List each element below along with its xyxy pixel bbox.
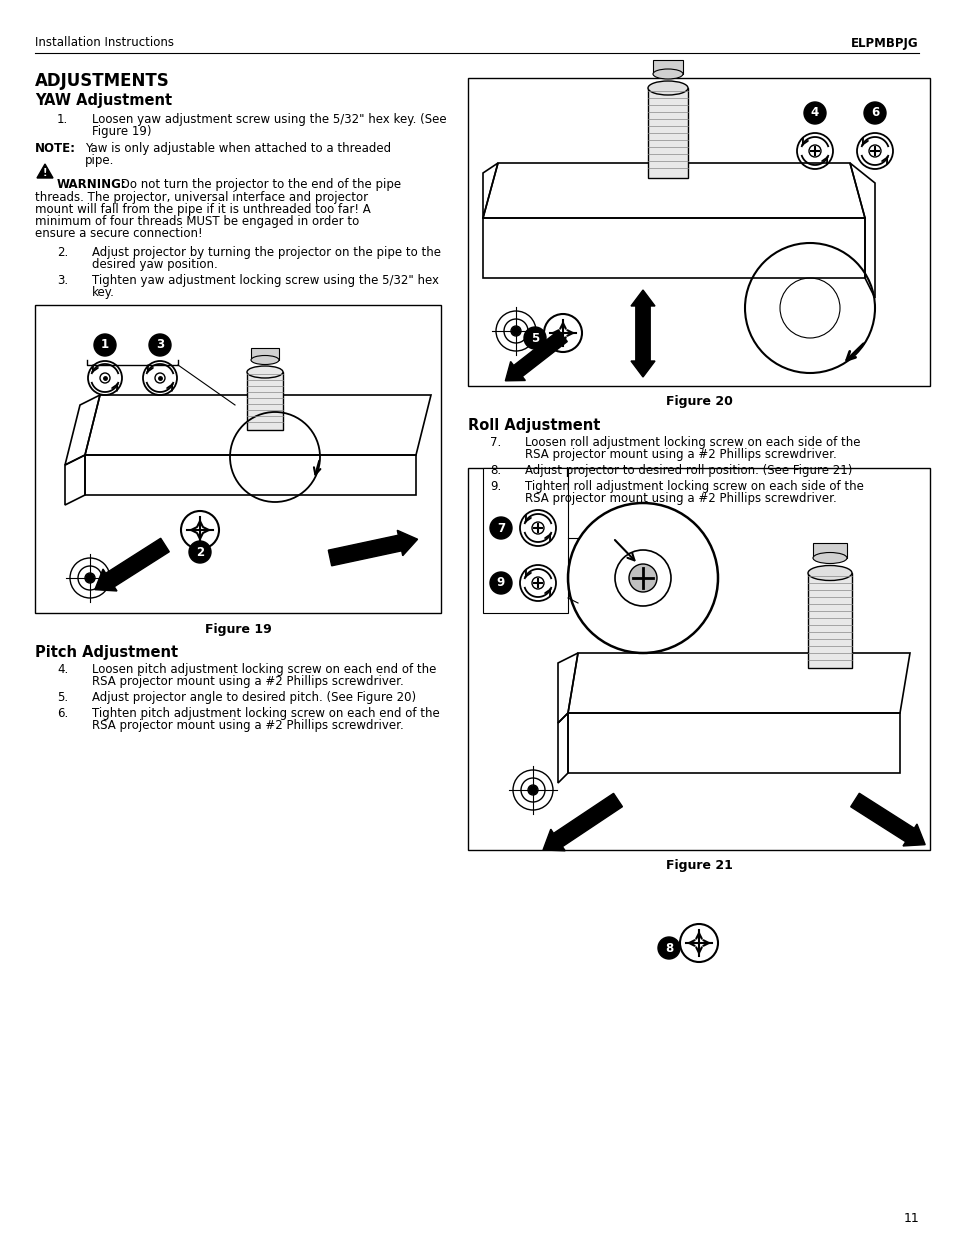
Text: 9.: 9. — [490, 480, 500, 493]
Text: YAW Adjustment: YAW Adjustment — [35, 93, 172, 107]
Text: 7.: 7. — [490, 436, 500, 450]
Bar — [482, 468, 567, 613]
Circle shape — [529, 785, 537, 794]
Text: 5: 5 — [530, 331, 538, 345]
Text: 2: 2 — [195, 546, 204, 558]
Circle shape — [490, 517, 512, 538]
Text: RSA projector mount using a #2 Phillips screwdriver.: RSA projector mount using a #2 Phillips … — [91, 719, 403, 732]
FancyArrow shape — [505, 331, 567, 380]
Text: RSA projector mount using a #2 Phillips screwdriver.: RSA projector mount using a #2 Phillips … — [524, 492, 836, 505]
Text: 4.: 4. — [57, 663, 69, 676]
Text: mount will fall from the pipe if it is unthreaded too far! A: mount will fall from the pipe if it is u… — [35, 203, 371, 216]
Text: Loosen pitch adjustment locking screw on each end of the: Loosen pitch adjustment locking screw on… — [91, 663, 436, 676]
Text: ELPMBPJG: ELPMBPJG — [850, 37, 918, 49]
Text: 3: 3 — [155, 338, 164, 352]
Text: Figure 20: Figure 20 — [665, 395, 732, 409]
Text: Figure 19): Figure 19) — [91, 125, 152, 138]
Text: !: ! — [43, 168, 48, 178]
Bar — [647, 88, 687, 178]
Circle shape — [86, 574, 94, 582]
Polygon shape — [37, 164, 53, 178]
Text: 6: 6 — [870, 106, 879, 120]
Text: 1: 1 — [101, 338, 109, 352]
Circle shape — [628, 564, 657, 592]
FancyArrow shape — [630, 306, 655, 377]
FancyArrow shape — [94, 538, 169, 592]
Text: Figure 21: Figure 21 — [665, 860, 732, 872]
Text: Figure 19: Figure 19 — [204, 622, 271, 636]
Text: NOTE:: NOTE: — [35, 142, 76, 156]
Text: threads. The projector, universal interface and projector: threads. The projector, universal interf… — [35, 191, 368, 204]
Text: 5.: 5. — [57, 692, 68, 704]
Circle shape — [512, 327, 519, 335]
Text: 8.: 8. — [490, 464, 500, 477]
Text: Loosen roll adjustment locking screw on each side of the: Loosen roll adjustment locking screw on … — [524, 436, 860, 450]
Bar — [468, 468, 929, 850]
Ellipse shape — [812, 552, 846, 563]
Text: Adjust projector to desired roll position. (See Figure 21): Adjust projector to desired roll positio… — [524, 464, 851, 477]
Text: 2.: 2. — [57, 246, 69, 259]
Text: Installation Instructions: Installation Instructions — [35, 37, 173, 49]
Text: desired yaw position.: desired yaw position. — [91, 258, 217, 270]
Text: Adjust projector angle to desired pitch. (See Figure 20): Adjust projector angle to desired pitch.… — [91, 692, 416, 704]
Ellipse shape — [247, 366, 283, 378]
Text: RSA projector mount using a #2 Phillips screwdriver.: RSA projector mount using a #2 Phillips … — [524, 448, 836, 461]
Bar — [652, 61, 682, 74]
Ellipse shape — [807, 566, 851, 580]
Text: Loosen yaw adjustment screw using the 5/32" hex key. (See: Loosen yaw adjustment screw using the 5/… — [91, 112, 446, 126]
Circle shape — [490, 572, 512, 594]
Text: WARNING:: WARNING: — [57, 178, 127, 191]
Text: 4: 4 — [810, 106, 819, 120]
FancyArrow shape — [328, 530, 417, 566]
Text: key.: key. — [91, 287, 114, 299]
Text: Yaw is only adjustable when attached to a threaded: Yaw is only adjustable when attached to … — [85, 142, 391, 156]
Bar — [812, 543, 846, 558]
Text: Tighten yaw adjustment locking screw using the 5/32" hex: Tighten yaw adjustment locking screw usi… — [91, 274, 438, 287]
Text: Do not turn the projector to the end of the pipe: Do not turn the projector to the end of … — [117, 178, 400, 191]
Text: 3.: 3. — [57, 274, 68, 287]
Text: Tighten roll adjustment locking screw on each side of the: Tighten roll adjustment locking screw on… — [524, 480, 863, 493]
Text: Tighten pitch adjustment locking screw on each end of the: Tighten pitch adjustment locking screw o… — [91, 706, 439, 720]
Circle shape — [189, 541, 211, 563]
Ellipse shape — [251, 356, 278, 364]
Circle shape — [803, 103, 825, 124]
Text: 1.: 1. — [57, 112, 69, 126]
Circle shape — [863, 103, 885, 124]
Bar — [251, 348, 278, 359]
Bar — [247, 372, 283, 430]
Text: ADJUSTMENTS: ADJUSTMENTS — [35, 72, 170, 90]
Text: RSA projector mount using a #2 Phillips screwdriver.: RSA projector mount using a #2 Phillips … — [91, 676, 403, 688]
Text: minimum of four threads MUST be engaged in order to: minimum of four threads MUST be engaged … — [35, 215, 359, 228]
Bar — [468, 78, 929, 387]
Text: 8: 8 — [664, 941, 673, 955]
Text: 7: 7 — [497, 521, 504, 535]
Text: ensure a secure connection!: ensure a secure connection! — [35, 227, 202, 240]
Circle shape — [149, 333, 171, 356]
FancyArrow shape — [850, 793, 924, 846]
Text: 11: 11 — [902, 1212, 918, 1224]
Circle shape — [658, 937, 679, 960]
Text: Pitch Adjustment: Pitch Adjustment — [35, 645, 178, 659]
Bar — [35, 305, 440, 613]
Text: Roll Adjustment: Roll Adjustment — [468, 417, 599, 433]
Text: 6.: 6. — [57, 706, 69, 720]
Bar — [807, 573, 851, 668]
Text: 9: 9 — [497, 577, 504, 589]
FancyArrow shape — [542, 793, 621, 851]
Ellipse shape — [647, 82, 687, 95]
Text: pipe.: pipe. — [85, 154, 114, 167]
Text: Adjust projector by turning the projector on the pipe to the: Adjust projector by turning the projecto… — [91, 246, 440, 259]
Circle shape — [523, 327, 545, 350]
Ellipse shape — [652, 69, 682, 79]
Circle shape — [94, 333, 116, 356]
FancyArrow shape — [630, 290, 655, 361]
